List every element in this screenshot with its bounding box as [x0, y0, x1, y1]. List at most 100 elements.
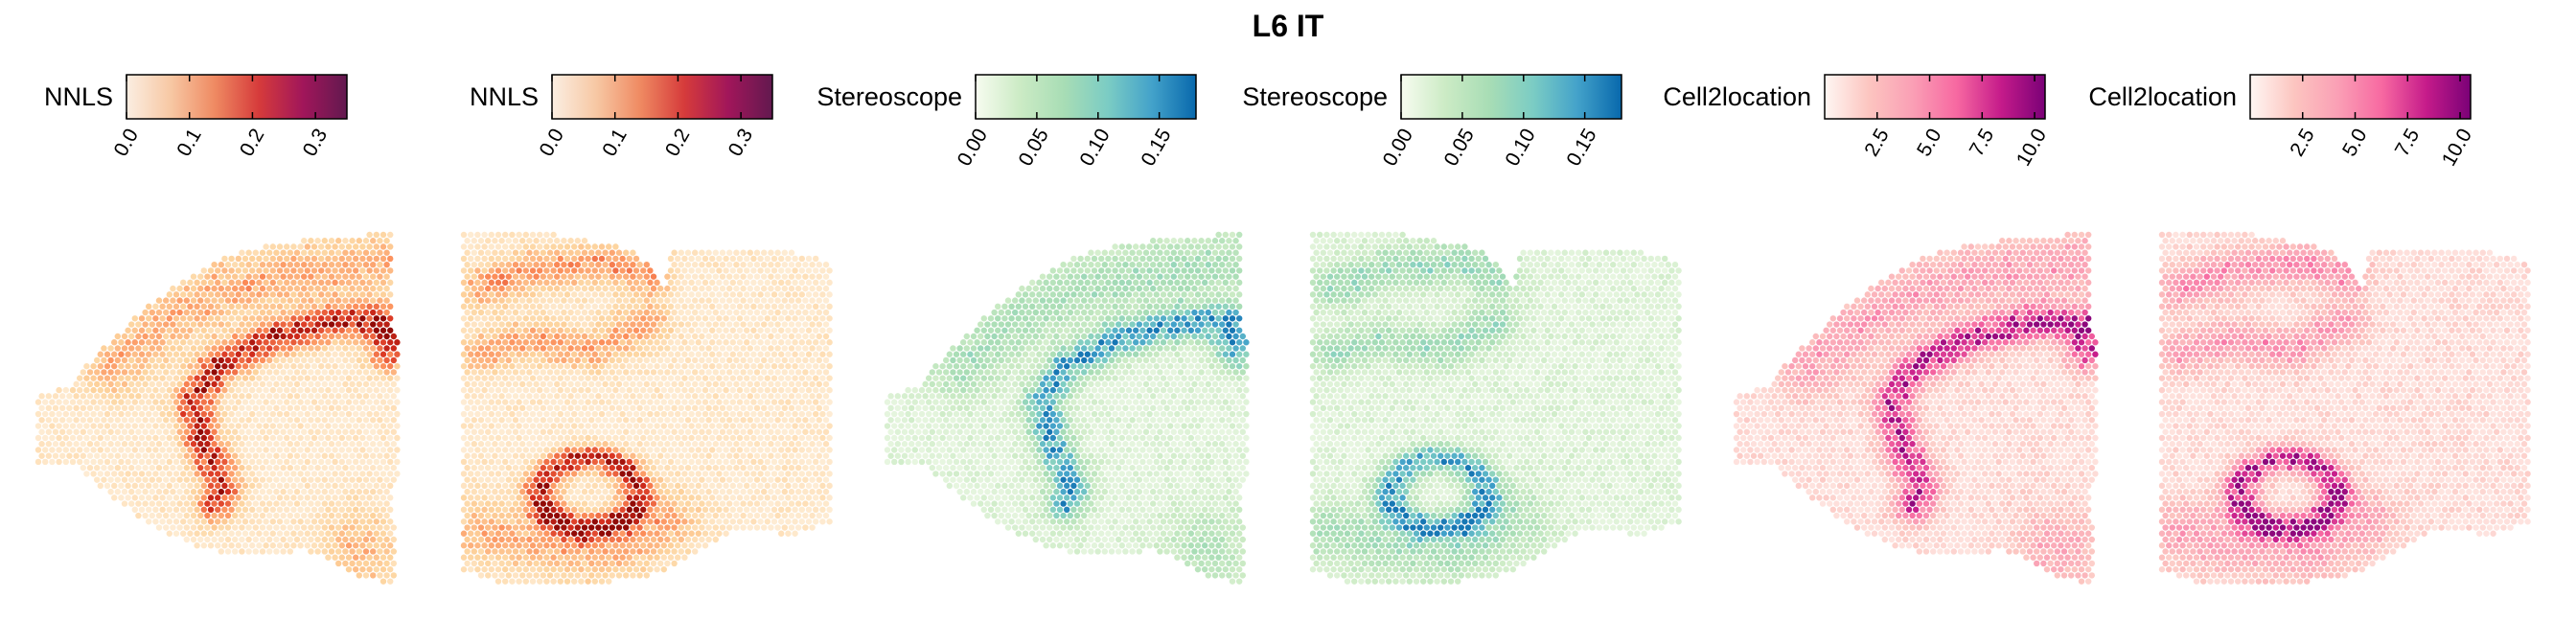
spot	[509, 506, 516, 514]
spot	[304, 471, 310, 477]
spot	[726, 285, 733, 292]
spot	[263, 386, 269, 394]
spot	[380, 399, 387, 405]
spot	[325, 339, 332, 346]
spot	[554, 380, 561, 388]
spot	[166, 494, 172, 501]
spot	[474, 447, 481, 453]
spot	[643, 560, 650, 567]
spot	[353, 339, 359, 346]
spot	[149, 380, 155, 388]
spot	[546, 404, 554, 412]
spot	[200, 494, 207, 501]
spot	[152, 518, 159, 525]
spot	[529, 231, 537, 239]
spot	[477, 380, 485, 388]
spot	[492, 249, 498, 256]
spot	[788, 297, 795, 304]
spot	[273, 297, 280, 304]
spot	[492, 321, 498, 328]
spot	[97, 482, 104, 490]
spot	[619, 458, 626, 466]
spot	[664, 369, 671, 376]
spot	[647, 315, 654, 322]
spot	[768, 297, 774, 304]
spot	[373, 494, 380, 501]
spot	[176, 404, 183, 412]
spot	[770, 362, 778, 370]
spot	[588, 309, 595, 316]
spot	[200, 458, 207, 466]
spot	[481, 423, 488, 429]
spot	[761, 356, 768, 364]
spot	[619, 494, 626, 501]
spot	[481, 255, 488, 263]
spot	[163, 297, 170, 304]
spot	[664, 380, 671, 388]
spot	[712, 261, 719, 268]
spot	[239, 285, 245, 292]
spot	[623, 356, 630, 364]
spot	[684, 500, 692, 507]
spot	[567, 512, 574, 519]
spot	[554, 428, 561, 435]
spot	[595, 393, 602, 400]
spot	[522, 410, 529, 418]
spot	[809, 524, 816, 531]
spot	[90, 399, 97, 405]
spot	[353, 458, 359, 466]
spot	[716, 518, 723, 525]
spot	[657, 356, 664, 364]
spot	[768, 285, 774, 292]
spot	[492, 488, 498, 495]
spot	[83, 399, 90, 405]
spot	[561, 261, 567, 268]
spot	[77, 410, 83, 418]
spot	[492, 285, 498, 292]
spot	[228, 315, 235, 322]
spot	[77, 447, 83, 453]
spot	[349, 464, 356, 472]
spot	[256, 458, 263, 466]
spot	[155, 524, 163, 531]
spot	[353, 291, 359, 298]
spot	[485, 536, 492, 543]
spot	[526, 428, 533, 435]
spot	[529, 471, 537, 477]
spot	[221, 471, 228, 477]
spot	[632, 279, 640, 287]
spot	[543, 255, 550, 263]
spot	[681, 399, 688, 405]
spot	[654, 351, 660, 357]
spot	[349, 369, 356, 376]
spot	[338, 362, 345, 370]
spot	[744, 434, 750, 442]
spot	[232, 512, 239, 519]
spot	[615, 345, 623, 352]
spot	[304, 339, 310, 346]
spot	[380, 279, 387, 287]
spot	[512, 249, 519, 256]
spot	[377, 488, 383, 495]
spot	[585, 362, 591, 370]
spot	[712, 536, 719, 543]
spot	[263, 315, 269, 322]
spot	[826, 447, 833, 453]
spot	[259, 273, 266, 280]
spot	[774, 512, 781, 519]
spot	[757, 375, 764, 381]
spot	[792, 530, 798, 537]
spot	[471, 536, 477, 543]
spot	[314, 524, 321, 531]
spot	[822, 309, 830, 316]
spot	[335, 297, 342, 304]
spot	[795, 309, 802, 316]
spot	[557, 267, 564, 274]
spot	[561, 345, 567, 352]
spot	[533, 500, 540, 507]
spot	[712, 369, 719, 376]
spot	[387, 494, 394, 501]
spot	[591, 362, 598, 370]
spot	[740, 261, 747, 268]
spot	[798, 315, 805, 322]
